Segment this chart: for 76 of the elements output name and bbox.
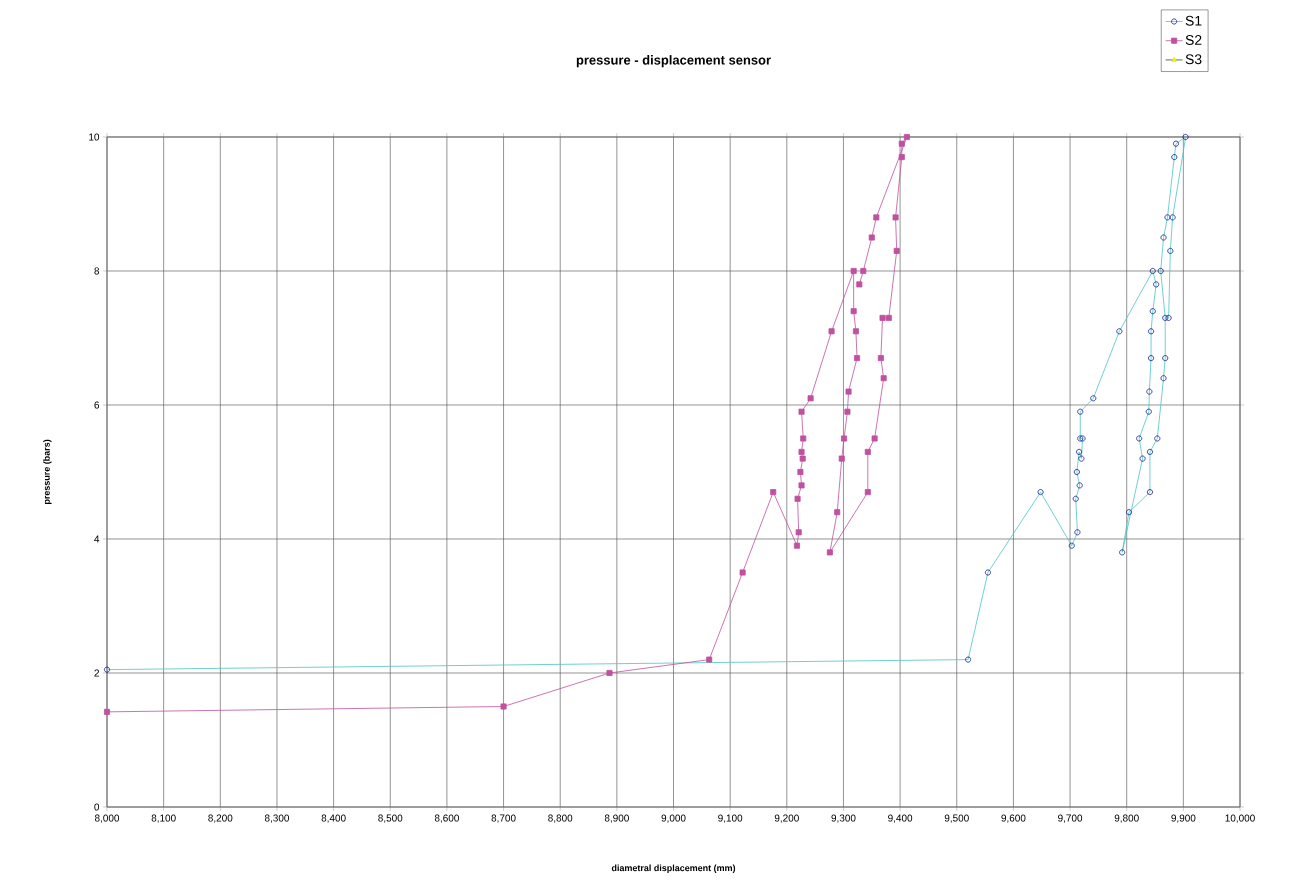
y-tick-label: 0 [94,803,100,811]
point [807,395,814,402]
point [892,214,899,221]
x-tick-label: 8,300 [264,814,290,823]
x-tick-label: 9,900 [1171,814,1196,823]
x-axis-title: diametral displacement (mm) [611,864,736,873]
point [798,448,805,455]
point [864,489,871,496]
point [798,408,805,415]
point [798,482,805,489]
point [800,435,807,442]
point [828,328,835,335]
legend-label: S2 [1185,35,1202,45]
point [873,214,880,221]
x-tick-label: 9,400 [888,814,913,823]
x-tick-label: 8,400 [321,814,346,823]
point [606,670,613,676]
x-tick-label: 8,200 [208,814,233,823]
x-tick-label: 9,000 [661,814,686,823]
x-tick-label: 8,100 [151,814,176,823]
legend-label: S3 [1185,54,1202,65]
point [850,267,857,274]
point [880,375,887,382]
x-tick-label: 9,300 [831,814,856,823]
point [877,355,884,362]
point [826,549,833,556]
point [799,455,806,462]
point [104,708,110,715]
point [795,529,802,536]
point [852,328,859,335]
x-tick-label: 9,700 [1058,814,1083,823]
chart-title: pressure - displacement sensor [576,55,771,68]
point [794,542,800,549]
point [868,234,875,241]
legend-label: S1 [1185,15,1202,26]
point [770,489,777,496]
x-tick-label: 8,500 [378,814,403,823]
point [864,448,871,455]
point [893,247,900,254]
y-tick-label: 8 [94,267,100,275]
x-tick-label: 8,700 [491,814,516,823]
point [841,435,848,442]
point [879,314,886,321]
point [898,154,905,161]
point [860,267,867,274]
point [845,388,852,395]
point [856,281,863,288]
point [854,355,861,362]
point [834,509,841,516]
point [850,308,857,315]
point [885,314,892,321]
y-tick-label: 2 [94,669,99,677]
point [838,455,845,462]
x-tick-label: 9,100 [718,814,743,823]
x-tick-label: 10,000 [1225,814,1255,823]
point [500,703,507,710]
y-tick-label: 10 [89,133,100,141]
point [898,140,905,147]
point [706,656,713,663]
point [871,435,878,442]
x-tick-label: 8,900 [604,814,629,823]
x-tick-label: 8,800 [548,814,573,823]
point [797,468,804,475]
y-axis-title: pressure (bars) [43,439,52,505]
y-tick-label: 4 [94,535,100,543]
x-tick-label: 9,600 [1001,814,1026,823]
x-tick-label: 8,600 [434,814,459,823]
x-tick-label: 9,200 [774,814,799,823]
x-tick-label: 9,800 [1114,814,1139,823]
point [794,495,801,502]
point [844,408,851,415]
y-tick-label: 6 [94,401,100,409]
x-tick-label: 8,000 [94,814,120,823]
point [739,569,746,576]
x-tick-label: 9,500 [944,814,969,823]
point [903,133,910,140]
